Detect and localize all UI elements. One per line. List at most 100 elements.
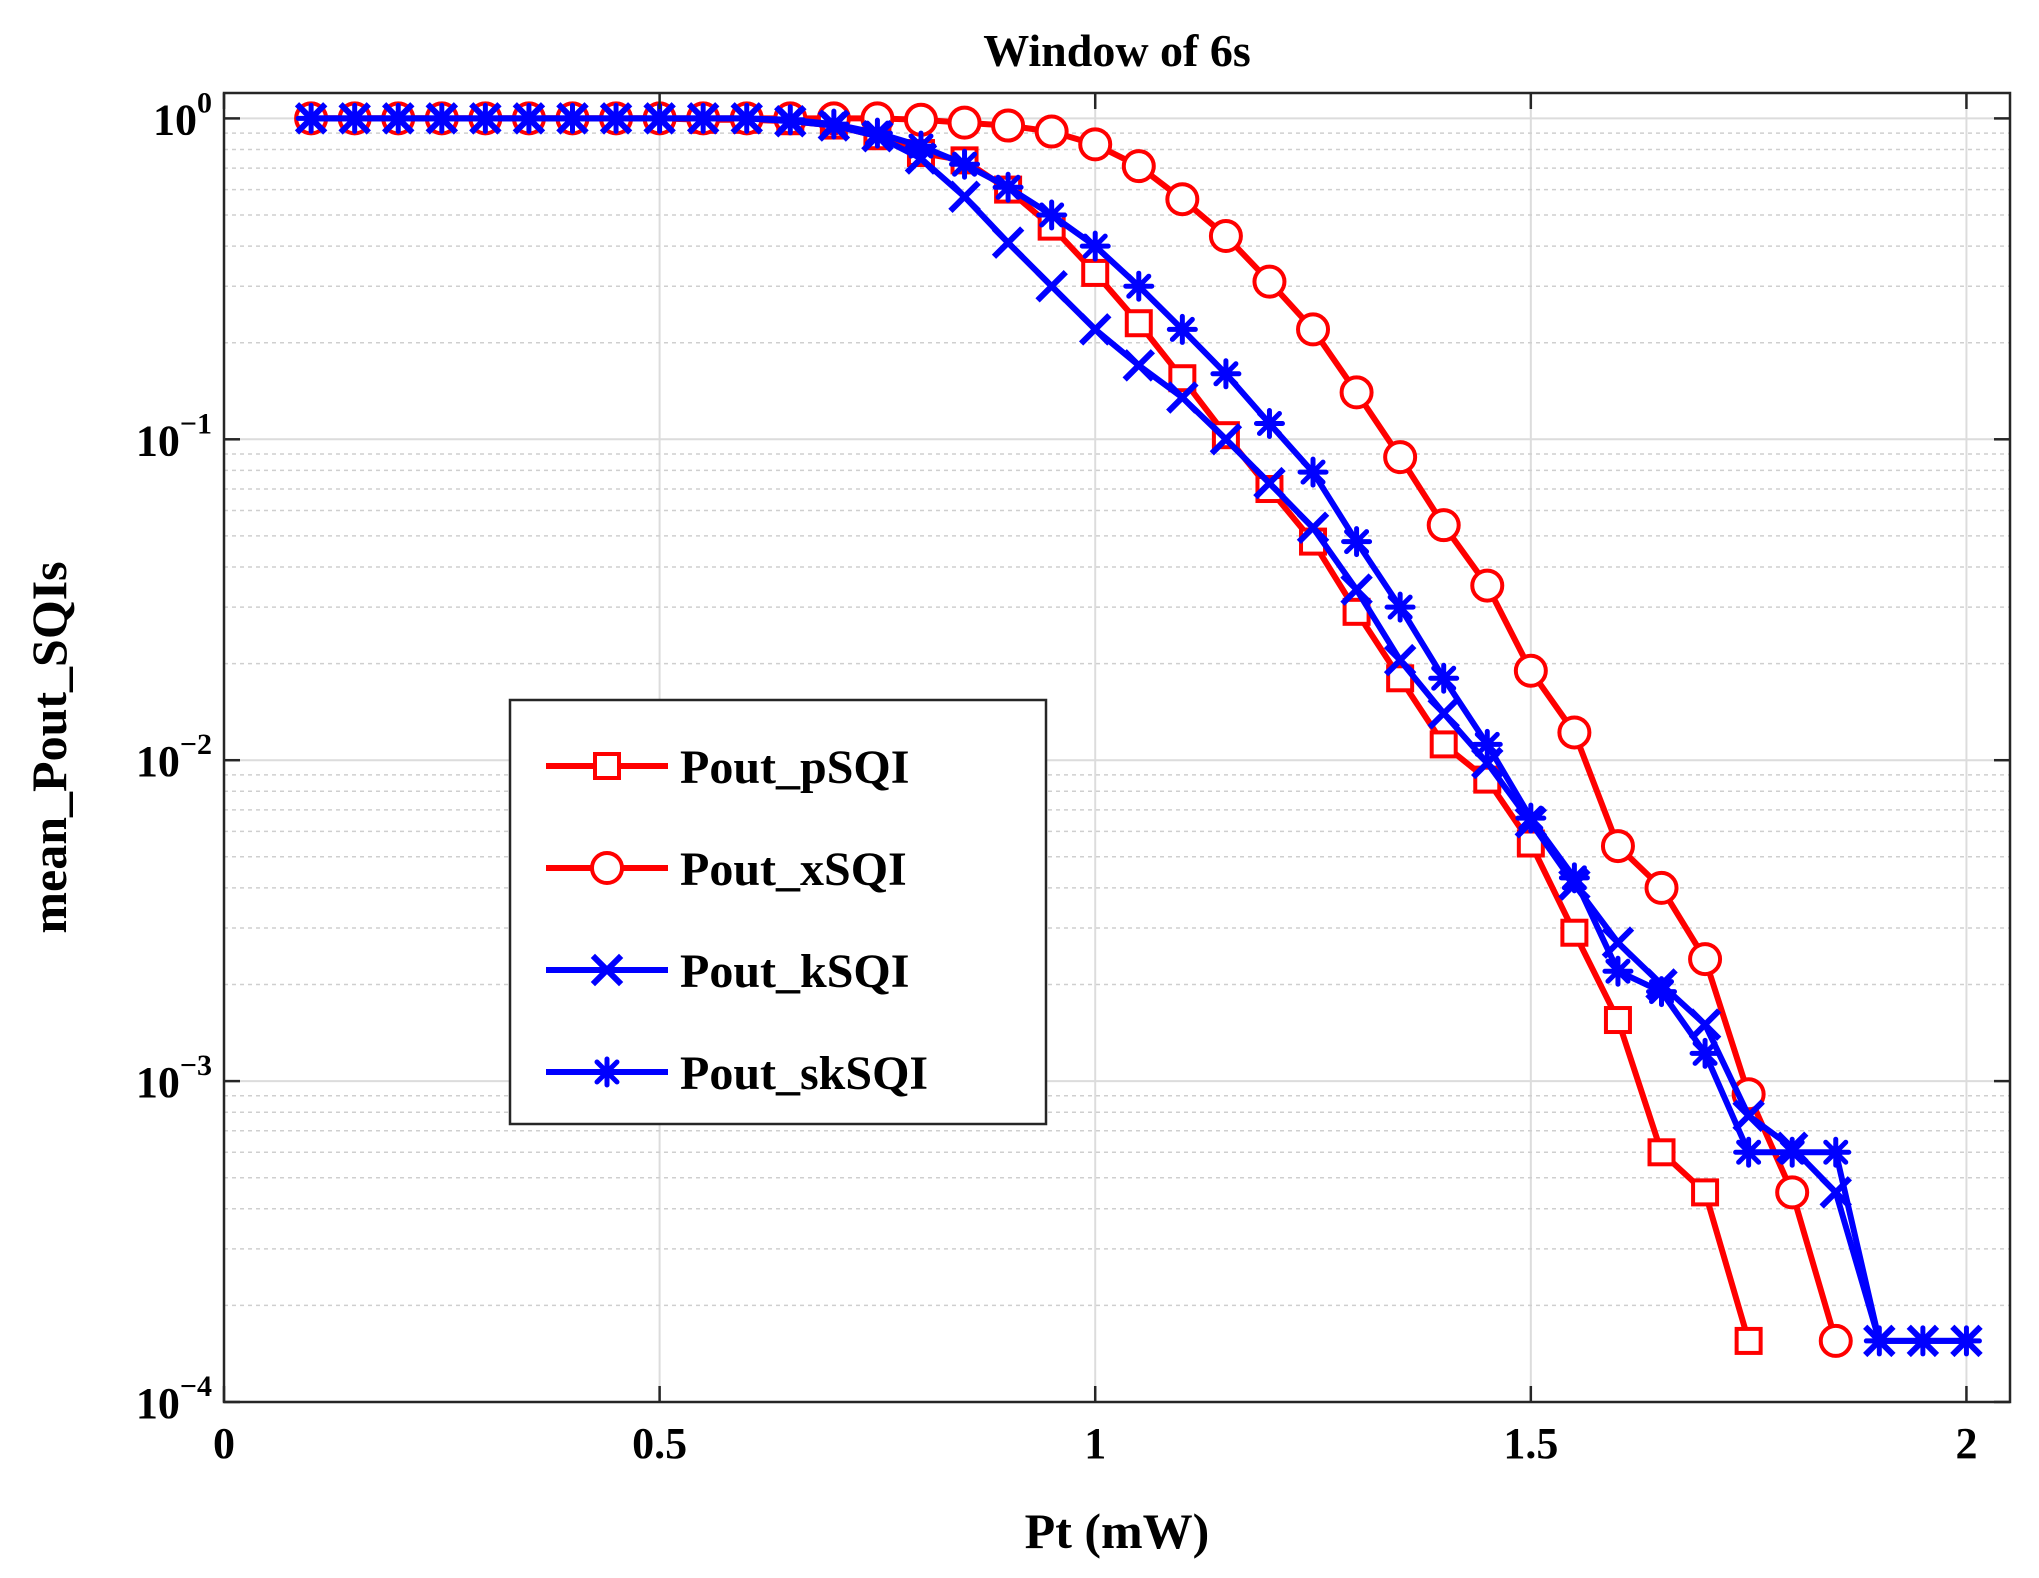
chart-title: Window of 6s	[983, 25, 1251, 76]
data-point	[1818, 1323, 1853, 1358]
data-point	[1950, 1325, 1982, 1357]
legend-item: Pout_skSQI	[546, 1047, 928, 1100]
data-point	[469, 102, 501, 134]
data-point	[1166, 313, 1198, 345]
data-point	[426, 102, 458, 134]
data-point	[1688, 1008, 1722, 1041]
data-point	[905, 130, 937, 162]
data-point	[991, 108, 1026, 143]
data-point	[1123, 270, 1155, 302]
data-point	[1165, 182, 1200, 217]
data-point	[1515, 802, 1547, 834]
data-point	[1122, 349, 1156, 382]
legend-label: Pout_skSQI	[680, 1047, 928, 1100]
data-point	[1560, 918, 1589, 947]
data-point	[1339, 375, 1374, 410]
data-point	[774, 104, 806, 136]
data-point	[556, 102, 588, 134]
data-point	[1647, 1138, 1676, 1167]
data-point	[991, 226, 1025, 259]
data-point	[1775, 1175, 1810, 1210]
legend-item: Pout_xSQI	[546, 843, 907, 896]
data-point	[1691, 1178, 1720, 1207]
y-axis-label: mean_Pout_SQIs	[21, 561, 77, 933]
data-point	[903, 102, 938, 137]
data-point	[1776, 1136, 1808, 1168]
data-point	[382, 102, 414, 134]
data-point	[1557, 715, 1592, 750]
data-point	[1079, 230, 1111, 262]
data-point	[1907, 1325, 1939, 1357]
data-point	[1558, 862, 1590, 894]
data-point	[1863, 1325, 1895, 1357]
data-point	[600, 102, 632, 134]
data-point	[1602, 955, 1634, 987]
legend: Pout_pSQI Pout_xSQI Pout_kSQI Pout_skSQI	[508, 698, 1048, 1126]
data-point	[992, 171, 1024, 203]
data-point	[1820, 1136, 1852, 1168]
data-point	[1734, 1326, 1763, 1355]
data-point	[1470, 568, 1505, 603]
data-point	[1166, 381, 1199, 414]
data-point	[947, 105, 982, 140]
data-point	[1210, 358, 1242, 390]
data-point	[513, 102, 545, 134]
data-point	[1732, 1099, 1765, 1132]
data-point	[593, 752, 621, 780]
data-point	[948, 180, 981, 213]
x-tick-label: 1.5	[1503, 1419, 1558, 1468]
x-tick-label: 1	[1084, 1419, 1106, 1468]
data-point	[1121, 149, 1156, 184]
data-point	[1429, 730, 1458, 759]
legend-item: Pout_kSQI	[546, 945, 909, 998]
data-point	[1036, 199, 1068, 231]
data-point	[1600, 829, 1635, 864]
data-point	[590, 851, 624, 885]
data-point	[1646, 976, 1678, 1008]
data-point	[1428, 662, 1460, 694]
data-point	[1340, 573, 1373, 606]
data-point	[1426, 508, 1461, 543]
data-point	[1342, 597, 1371, 626]
data-point	[1253, 466, 1286, 500]
plot-area-frame	[222, 91, 2012, 1404]
data-point	[861, 117, 893, 149]
data-point	[1208, 219, 1243, 254]
data-point	[1384, 591, 1416, 623]
data-point	[1078, 127, 1113, 162]
data-point	[1689, 1037, 1721, 1069]
data-point	[1034, 114, 1069, 149]
data-point	[1644, 870, 1679, 905]
data-point	[949, 148, 981, 180]
data-point	[1341, 526, 1373, 558]
data-point	[1513, 653, 1548, 688]
data-point	[687, 102, 719, 134]
data-point	[1296, 312, 1331, 347]
series-Pout_skSQI	[295, 102, 1982, 1357]
data-point	[1252, 264, 1287, 299]
y-tick-label: 10−4	[136, 1370, 212, 1428]
data-point	[1035, 269, 1068, 303]
y-tick-label: 10−2	[136, 728, 212, 786]
data-point	[1078, 313, 1112, 346]
data-point	[1297, 456, 1329, 488]
data-point	[590, 953, 624, 987]
data-point	[1688, 942, 1723, 977]
x-tick-label: 0.5	[632, 1419, 687, 1468]
x-tick-label: 0	[213, 1419, 235, 1468]
data-point	[1209, 423, 1243, 456]
x-axis-label: Pt (mW)	[1025, 1503, 1210, 1559]
data-point	[1253, 408, 1285, 440]
y-tick-label: 10−3	[136, 1049, 212, 1107]
legend-label: Pout_kSQI	[680, 945, 909, 998]
y-tick-label: 100	[153, 86, 212, 144]
data-point	[339, 102, 371, 134]
data-point	[1427, 697, 1460, 730]
axes-ticks: 0 0.5 1 1.5 2 100 10−1 10−2 10−3 10−4	[136, 86, 2010, 1468]
data-point	[1383, 440, 1418, 475]
legend-label: Pout_pSQI	[680, 741, 909, 794]
data-point	[591, 1056, 623, 1088]
legend-label: Pout_xSQI	[680, 843, 907, 896]
y-tick-label: 10−1	[136, 407, 212, 465]
